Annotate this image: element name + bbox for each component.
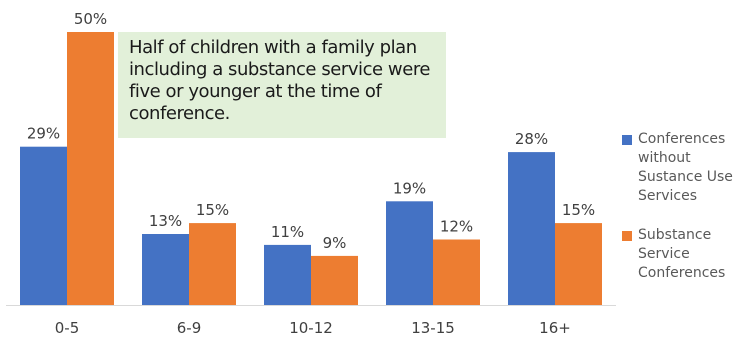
legend-item-without-substance: Conferences without Sustance Use Service… bbox=[622, 130, 752, 206]
bar-labels-group: 29% 50% 13% 15% 11% 9% 19% 12% 28% 15% bbox=[27, 10, 595, 252]
x-tick-label-16+: 16+ bbox=[539, 319, 571, 337]
x-tick-label-10-12: 10-12 bbox=[289, 319, 333, 337]
data-label-0-5-series-1: 29% bbox=[27, 125, 60, 143]
data-label-13-15-series-2: 12% bbox=[440, 218, 473, 236]
callout-text: Half of children with a family plan incl… bbox=[129, 37, 431, 124]
bars-group bbox=[20, 32, 602, 305]
legend: Conferences without Sustance Use Service… bbox=[622, 130, 752, 303]
data-label-10-12-series-1: 11% bbox=[271, 223, 304, 241]
legend-swatch-orange bbox=[622, 231, 632, 241]
legend-swatch-blue bbox=[622, 135, 632, 145]
data-label-10-12-series-2: 9% bbox=[323, 234, 347, 252]
x-tick-label-0-5: 0-5 bbox=[55, 319, 80, 337]
data-label-6-9-series-2: 15% bbox=[196, 201, 229, 219]
bar-10-12-series-2 bbox=[311, 255, 358, 305]
bar-0-5-series-2 bbox=[67, 32, 114, 305]
bar-13-15-series-1 bbox=[386, 201, 433, 305]
bar-13-15-series-2 bbox=[433, 239, 480, 305]
x-tick-labels-group: 0-5 6-9 10-12 13-15 16+ bbox=[55, 319, 571, 337]
data-label-6-9-series-1: 13% bbox=[149, 212, 182, 230]
legend-item-substance: Substance Service Conferences bbox=[622, 226, 752, 283]
x-tick-label-13-15: 13-15 bbox=[411, 319, 455, 337]
bar-16+-series-2 bbox=[555, 223, 602, 305]
bar-16+-series-1 bbox=[508, 152, 555, 305]
data-label-13-15-series-1: 19% bbox=[393, 179, 426, 197]
data-label-16+-series-1: 28% bbox=[515, 130, 548, 148]
bar-6-9-series-1 bbox=[142, 234, 189, 305]
legend-label: Conferences without Sustance Use Service… bbox=[638, 131, 733, 204]
data-label-16+-series-2: 15% bbox=[562, 201, 595, 219]
x-tick-label-6-9: 6-9 bbox=[177, 319, 202, 337]
bar-10-12-series-1 bbox=[264, 244, 311, 305]
callout-annotation: Half of children with a family plan incl… bbox=[118, 32, 446, 138]
data-label-0-5-series-2: 50% bbox=[74, 10, 107, 28]
bar-6-9-series-2 bbox=[189, 223, 236, 305]
bar-0-5-series-1 bbox=[20, 146, 67, 305]
legend-label: Substance Service Conferences bbox=[638, 227, 726, 281]
